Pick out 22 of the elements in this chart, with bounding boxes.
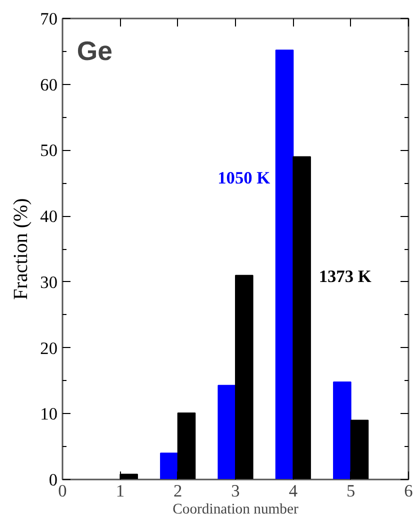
x-tick-label: 5 <box>346 482 356 500</box>
x-tick-label: 2 <box>174 482 182 500</box>
bar <box>333 382 352 480</box>
y-tick-label: 60 <box>40 75 58 94</box>
bar <box>160 452 178 480</box>
y-tick-label: 30 <box>40 272 58 292</box>
legend-label: 1373 K <box>318 266 372 286</box>
y-tick-label: 10 <box>40 404 58 424</box>
y-tick-label: 50 <box>40 141 58 160</box>
x-tick-label: 1 <box>116 482 125 500</box>
y-tick-label: 40 <box>40 207 58 226</box>
x-tick-label: 6 <box>404 482 414 500</box>
text: Ge <box>76 36 112 66</box>
x-axis-title: Coordination number <box>172 502 299 518</box>
y-tick-label: 70 <box>40 10 58 28</box>
x-tick-label: 4 <box>288 482 298 500</box>
bar <box>275 50 294 480</box>
series-label: 1050 K <box>218 168 271 188</box>
y-tick-label: 20 <box>40 338 58 358</box>
y-axis-title: Fraction (%) <box>10 198 32 300</box>
bar <box>218 384 236 480</box>
x-tick-label: 3 <box>231 482 240 500</box>
